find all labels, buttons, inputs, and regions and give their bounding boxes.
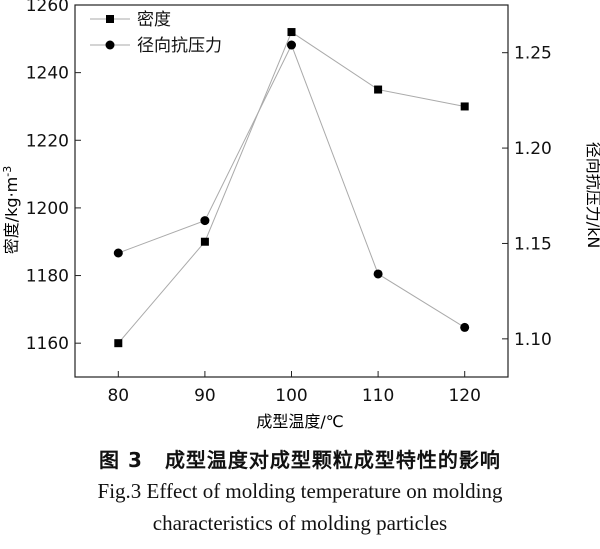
y-left-tick-label: 1160 (26, 334, 69, 354)
figure-caption-chinese: 图 3 成型温度对成型颗粒成型特性的影响 (0, 444, 600, 473)
data-point-square (200, 237, 209, 246)
x-tick-label: 80 (107, 386, 129, 406)
plot-frame (74, 4, 509, 378)
y-right-tick-label: 1.10 (514, 330, 552, 350)
x-tick-label: 100 (275, 386, 307, 406)
y-left-tick-label: 1220 (26, 131, 69, 151)
x-tick-label: 90 (194, 386, 216, 406)
legend-label: 密度 (137, 10, 171, 30)
plot-border (74, 4, 509, 378)
data-point-circle (113, 248, 123, 258)
data-point-square (287, 28, 296, 37)
y-axis-label-right: 径向抗压力/kN (584, 142, 600, 249)
y-axis-label-left: 密度/kg·m-3 (1, 166, 21, 254)
legend-marker-square (106, 15, 114, 23)
y-right-tick-label: 1.20 (514, 139, 552, 159)
data-point-square (460, 102, 469, 111)
data-point-circle (287, 40, 296, 50)
y-left-tick-label: 1200 (26, 199, 69, 219)
data-point-circle (200, 216, 210, 226)
figure-title-chinese: 成型温度对成型颗粒成型特性的影响 (164, 448, 501, 472)
y-left-tick-label: 1180 (26, 267, 69, 287)
data-series (113, 28, 470, 348)
data-point-circle (460, 322, 470, 332)
x-axis-label: 成型温度/℃ (256, 412, 343, 431)
y-left-tick-label: 1240 (26, 64, 69, 84)
figure-caption-english-line2: characteristics of molding particles (152, 511, 448, 535)
data-point-circle (373, 269, 383, 279)
series-line (117, 31, 465, 344)
series-line (118, 43, 465, 328)
y-right-tick-label: 1.25 (514, 44, 552, 64)
chart: 80 90 100 110 120 1160 1180 1200 1220 1240 1260 1.1… (1, 0, 600, 431)
x-tick-label: 110 (362, 386, 394, 406)
data-point-square (374, 85, 383, 94)
axis-ticks: 80 90 100 110 120 1160 1180 1200 1220 1240 1260 1.1… (26, 0, 552, 406)
legend-marker-circle (105, 40, 115, 50)
figure-number: 图 3 (99, 448, 143, 472)
figure-caption-english-line1: Fig.3 Effect of molding temperature on m… (97, 479, 503, 503)
y-right-tick-label: 1.15 (514, 234, 552, 254)
data-point-square (114, 339, 123, 348)
x-tick-label: 120 (448, 386, 480, 406)
legend-label: 径向抗压力 (137, 36, 222, 56)
y-left-tick-label: 1260 (26, 0, 69, 16)
